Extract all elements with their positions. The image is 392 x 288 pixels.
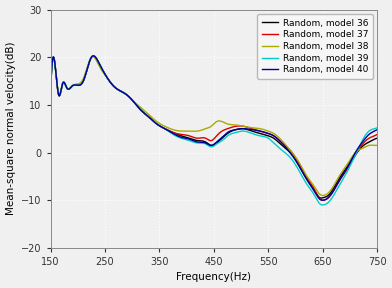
- Random, model 39: [48, 89, 53, 92]
- Random, model 39: [295, 165, 299, 169]
- Random, model 38: [90, 55, 95, 58]
- Random, model 36: [319, 196, 323, 200]
- Random, model 36: [133, 102, 138, 105]
- Random, model 40: [91, 54, 96, 58]
- Random, model 37: [320, 198, 325, 202]
- Line: Random, model 39: Random, model 39: [51, 56, 377, 205]
- Random, model 37: [48, 89, 53, 92]
- Random, model 37: [133, 102, 138, 105]
- Y-axis label: Mean-square normal velocity(dB): Mean-square normal velocity(dB): [5, 42, 16, 215]
- Random, model 39: [133, 102, 138, 105]
- Random, model 38: [267, 130, 272, 133]
- Random, model 39: [107, 79, 111, 82]
- Random, model 40: [133, 102, 138, 105]
- Random, model 39: [241, 129, 246, 133]
- X-axis label: Frequency(Hz): Frequency(Hz): [176, 272, 251, 283]
- Random, model 40: [48, 89, 53, 92]
- Random, model 38: [196, 129, 201, 132]
- Random, model 38: [107, 78, 111, 82]
- Random, model 36: [107, 79, 111, 82]
- Random, model 38: [295, 158, 299, 161]
- Random, model 38: [48, 89, 53, 92]
- Random, model 37: [267, 132, 272, 135]
- Random, model 40: [320, 198, 325, 202]
- Random, model 40: [267, 132, 272, 136]
- Random, model 40: [375, 128, 379, 131]
- Random, model 36: [267, 134, 272, 138]
- Random, model 36: [295, 161, 299, 164]
- Line: Random, model 40: Random, model 40: [51, 56, 377, 200]
- Random, model 37: [107, 79, 111, 82]
- Random, model 39: [267, 137, 272, 141]
- Random, model 37: [196, 137, 201, 140]
- Random, model 36: [196, 139, 201, 143]
- Random, model 36: [91, 54, 96, 58]
- Random, model 36: [375, 137, 379, 140]
- Random, model 40: [196, 141, 201, 144]
- Random, model 39: [320, 203, 325, 207]
- Random, model 36: [48, 89, 53, 92]
- Random, model 37: [295, 158, 299, 162]
- Random, model 36: [241, 127, 246, 130]
- Random, model 40: [107, 79, 111, 82]
- Random, model 39: [196, 141, 201, 145]
- Random, model 40: [241, 127, 246, 130]
- Random, model 38: [320, 194, 325, 197]
- Random, model 38: [241, 124, 246, 128]
- Random, model 38: [375, 144, 379, 147]
- Line: Random, model 37: Random, model 37: [51, 56, 377, 200]
- Random, model 40: [295, 161, 299, 164]
- Random, model 37: [375, 133, 379, 136]
- Random, model 37: [241, 124, 246, 128]
- Random, model 38: [133, 101, 138, 105]
- Legend: Random, model 36, Random, model 37, Random, model 38, Random, model 39, Random, : Random, model 36, Random, model 37, Rand…: [257, 14, 373, 79]
- Line: Random, model 38: Random, model 38: [51, 57, 377, 196]
- Random, model 37: [91, 54, 96, 58]
- Line: Random, model 36: Random, model 36: [51, 56, 377, 198]
- Random, model 39: [91, 54, 96, 58]
- Random, model 39: [375, 126, 379, 130]
